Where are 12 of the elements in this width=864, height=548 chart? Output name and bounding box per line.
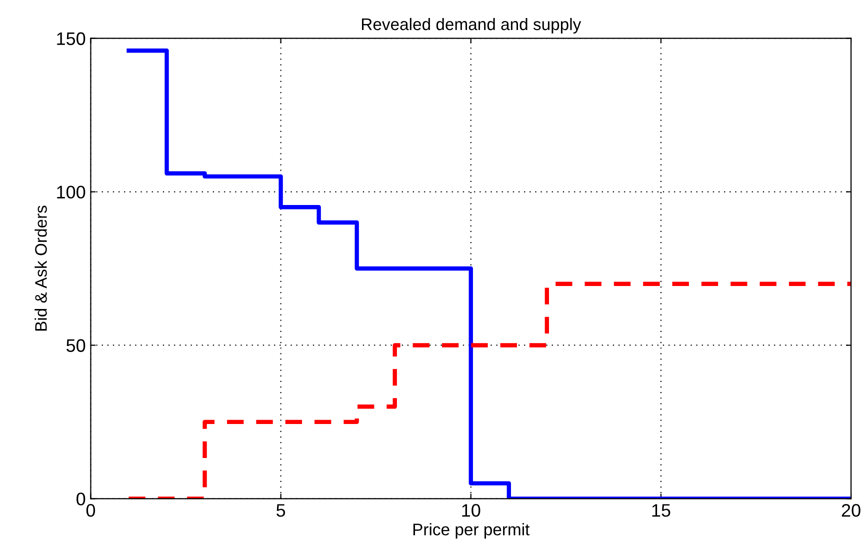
y-tick-label: 50	[66, 339, 86, 352]
y-tick-label: 100	[57, 186, 86, 199]
x-tick-label: 5	[276, 504, 286, 517]
y-tick-label: 150	[57, 32, 86, 46]
x-tick-label: 0	[86, 504, 96, 517]
chart-title: Revealed demand and supply	[362, 18, 582, 34]
x-axis-title: Price per permit	[413, 523, 530, 539]
y-tick-label: 0	[76, 492, 86, 506]
x-tick-label: 15	[652, 504, 670, 517]
x-tick-label: 20	[842, 504, 860, 517]
y-axis-title: Bid & Ask Orders	[34, 206, 47, 331]
x-tick-label: 10	[462, 504, 480, 517]
